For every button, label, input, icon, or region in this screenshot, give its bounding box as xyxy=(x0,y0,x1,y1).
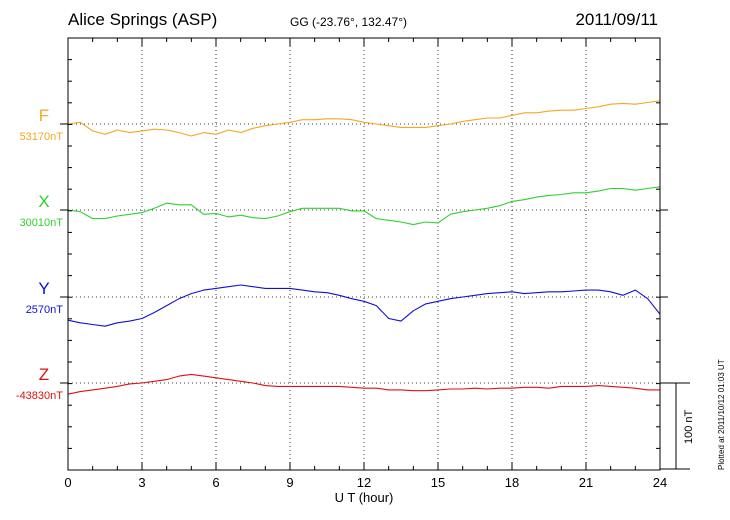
station-coordinates: GG (-23.76°, 132.47°) xyxy=(290,15,407,29)
x-tick-label: 12 xyxy=(357,475,371,490)
series-x-name: X xyxy=(38,192,49,211)
series-z-baseline-label: -43830nT xyxy=(16,390,63,402)
station-title: Alice Springs (ASP) xyxy=(68,10,218,29)
series-x-line xyxy=(67,186,661,226)
x-axis-label: U T (hour) xyxy=(335,490,394,505)
scale-bar-label: 100 nT xyxy=(683,409,695,444)
scale-bar: 100 nT xyxy=(660,382,695,470)
series-y-line xyxy=(67,284,661,327)
series-f-name: F xyxy=(39,106,49,125)
x-tick-label: 3 xyxy=(138,475,145,490)
series-f-line xyxy=(67,100,661,137)
plotted-timestamp: Plotted at 2011/10/12 01:03 UT xyxy=(717,359,726,470)
x-tick-label: 18 xyxy=(505,475,519,490)
x-tick-label: 6 xyxy=(212,475,219,490)
x-tick-label: 24 xyxy=(653,475,667,490)
series-lines xyxy=(67,100,661,395)
baselines xyxy=(60,123,668,384)
x-tick-label: 21 xyxy=(579,475,593,490)
series-f-baseline-label: 53170nT xyxy=(20,131,64,143)
series-labels: F 53170nT X 30010nT Y 2570nT Z -43830nT xyxy=(16,106,63,402)
x-tick-label: 0 xyxy=(64,475,71,490)
x-axis: 0 3 6 9 12 15 18 21 24 xyxy=(64,38,667,490)
series-z-name: Z xyxy=(39,365,49,384)
plot-frame xyxy=(67,37,661,471)
plot-date: 2011/09/11 xyxy=(575,10,658,29)
grid xyxy=(141,38,587,470)
series-z-line xyxy=(67,373,660,395)
x-tick-label: 15 xyxy=(431,475,445,490)
x-tick-label: 9 xyxy=(286,475,293,490)
series-y-baseline-label: 2570nT xyxy=(26,304,64,316)
series-y-name: Y xyxy=(38,279,49,298)
series-x-baseline-label: 30010nT xyxy=(20,217,64,229)
